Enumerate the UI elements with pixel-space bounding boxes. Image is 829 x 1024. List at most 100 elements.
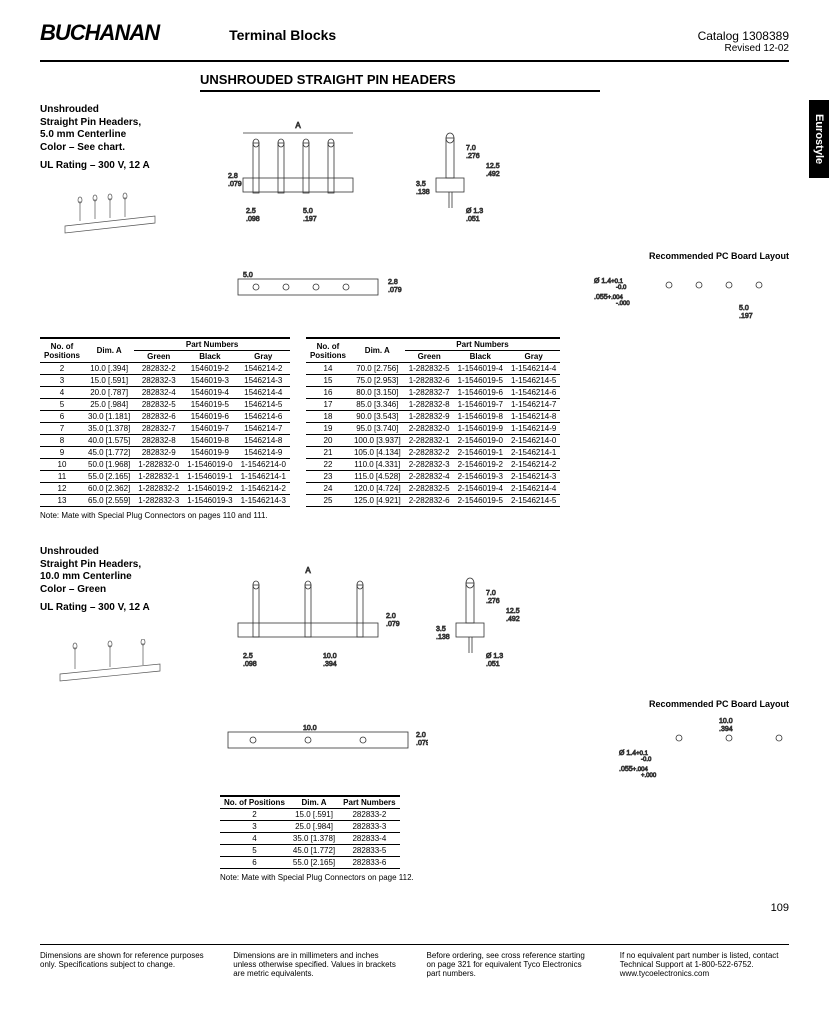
svg-text:A: A: [295, 121, 301, 130]
product-heading-2: Unshrouded Straight Pin Headers, 10.0 mm…: [40, 546, 190, 596]
table-row: 21105.0 [4.134]2-282832-22-1546019-12-15…: [306, 447, 560, 459]
table-row: 315.0 [.591]282832-31546019-31546214-3: [40, 375, 290, 387]
section2-row2: 10.0 2.0 .079 Recommended PC Board Layou…: [40, 699, 789, 785]
table-row: 1995.0 [3.740]2-282832-01-1546019-91-154…: [306, 423, 560, 435]
svg-text:2.0: 2.0: [386, 613, 396, 620]
table-row: 1365.0 [2.559]1-282832-31-1546019-31-154…: [40, 495, 290, 507]
side-view-diagram-2: 7.0 .276 12.5 .492 3.5 .138 Ø 1.3 .051: [426, 546, 546, 689]
table-row: 1890.0 [3.543]1-282832-91-1546019-81-154…: [306, 411, 560, 423]
svg-text:10.0: 10.0: [323, 653, 337, 660]
page-header: BUCHANAN Terminal Blocks Catalog 1308389…: [40, 20, 789, 62]
part-table-right: No. ofPositions Dim. A Part Numbers Gree…: [306, 337, 560, 507]
footer-col-2: Dimensions are in millimeters and inches…: [233, 951, 402, 978]
table-row: 655.0 [2.165]282833-6: [220, 857, 400, 869]
top-view-diagram-2: 10.0 2.0 .079: [208, 699, 428, 785]
ul-rating-2: UL Rating – 300 V, 12 A: [40, 602, 190, 613]
svg-text:.276: .276: [466, 153, 480, 160]
svg-text:.051: .051: [466, 216, 480, 223]
svg-text:2.5: 2.5: [243, 653, 253, 660]
svg-text:.492: .492: [506, 616, 520, 623]
svg-text:7.0: 7.0: [466, 145, 476, 152]
section-title: UNSHROUDED STRAIGHT PIN HEADERS: [200, 72, 600, 92]
pcb-layout: Recommended PC Board Layout Ø 1.4+0.1 -0…: [589, 251, 789, 327]
svg-text:12.5: 12.5: [506, 608, 520, 615]
tables-row-1: No. ofPositions Dim. A Part Numbers Gree…: [40, 337, 789, 507]
table-row: 1785.0 [3.346]1-282832-81-1546019-71-154…: [306, 399, 560, 411]
table-row: 1680.0 [3.150]1-282832-71-1546019-61-154…: [306, 387, 560, 399]
svg-text:2.8: 2.8: [388, 279, 398, 286]
svg-text:-0.0: -0.0: [616, 285, 627, 291]
svg-text:Ø 1.4+0.1: Ø 1.4+0.1: [594, 278, 624, 285]
svg-text:.098: .098: [243, 661, 257, 668]
svg-text:Ø 1.3: Ø 1.3: [486, 653, 503, 660]
svg-text:5.0: 5.0: [243, 272, 253, 279]
svg-text:2.0: 2.0: [416, 732, 426, 739]
svg-text:+.000: +.000: [641, 773, 657, 779]
svg-text:.276: .276: [486, 598, 500, 605]
svg-text:5.0: 5.0: [303, 208, 313, 215]
brand-logo: BUCHANAN: [40, 20, 159, 46]
table-row: 630.0 [1.181]282832-61546019-61546214-6: [40, 411, 290, 423]
table-row: 25125.0 [4.921]2-282832-62-1546019-52-15…: [306, 495, 560, 507]
svg-text:.098: .098: [246, 216, 260, 223]
svg-text:.079: .079: [228, 181, 242, 188]
side-tab: Eurostyle: [809, 100, 829, 178]
footer-col-3: Before ordering, see cross reference sta…: [427, 951, 596, 978]
svg-text:.079: .079: [386, 621, 400, 628]
svg-text:.138: .138: [416, 189, 430, 196]
table-row: 840.0 [1.575]282832-81546019-81546214-8: [40, 435, 290, 447]
svg-text:12.5: 12.5: [486, 163, 500, 170]
table-row: 420.0 [.787]282832-41546019-41546214-4: [40, 387, 290, 399]
svg-text:7.0: 7.0: [486, 590, 496, 597]
table-row: 435.0 [1.378]282833-4: [220, 833, 400, 845]
svg-text:5.0: 5.0: [739, 305, 749, 312]
table-row: 1575.0 [2.953]1-282832-61-1546019-51-154…: [306, 375, 560, 387]
page-number: 109: [40, 902, 789, 914]
svg-text:.079: .079: [416, 740, 428, 747]
footer-col-1: Dimensions are shown for reference purpo…: [40, 951, 209, 978]
section1-row2: 5.0 2.8 .079 Recommended PC Board Layout…: [40, 251, 789, 327]
table-row: 1260.0 [2.362]1-282832-21-1546019-21-154…: [40, 483, 290, 495]
front-view-diagram: A 2.8 .079 2.5 .098 5.0 .197: [208, 104, 388, 241]
table-row: 945.0 [1.772]282832-91546019-91546214-9: [40, 447, 290, 459]
svg-text:10.0: 10.0: [719, 718, 733, 725]
svg-text:10.0: 10.0: [303, 725, 317, 732]
table-row: 1470.0 [2.756]1-282832-51-1546019-41-154…: [306, 363, 560, 375]
table-row: 545.0 [1.772]282833-5: [220, 845, 400, 857]
table-row: 24120.0 [4.724]2-282832-52-1546019-42-15…: [306, 483, 560, 495]
svg-text:3.5: 3.5: [416, 181, 426, 188]
table-row: 210.0 [.394]282832-21546019-21546214-2: [40, 363, 290, 375]
ul-rating: UL Rating – 300 V, 12 A: [40, 160, 190, 171]
table-row: 215.0 [.591]282833-2: [220, 809, 400, 821]
section2-block: Unshrouded Straight Pin Headers, 10.0 mm…: [40, 546, 789, 689]
catalog-info: Catalog 1308389 Revised 12-02: [698, 29, 789, 54]
svg-text:.492: .492: [486, 171, 500, 178]
part-table-left: No. ofPositions Dim. A Part Numbers Gree…: [40, 337, 290, 507]
table-row: 1155.0 [2.165]1-282832-11-1546019-11-154…: [40, 471, 290, 483]
front-view-diagram-2: A 2.5 .098 10.0 .394 2.0 .079: [208, 546, 408, 689]
table-row: 1050.0 [1.968]1-282832-01-1546019-01-154…: [40, 459, 290, 471]
svg-text:.055+.004: .055+.004: [594, 294, 623, 301]
iso-view-icon: [40, 191, 190, 241]
top-view-diagram: 5.0 2.8 .079: [208, 251, 408, 327]
svg-text:Ø 1.3: Ø 1.3: [466, 208, 483, 215]
svg-text:.197: .197: [303, 216, 317, 223]
part-table-2: No. of Positions Dim. A Part Numbers 215…: [220, 795, 400, 869]
note-1: Note: Mate with Special Plug Connectors …: [40, 511, 789, 520]
svg-text:.051: .051: [486, 661, 500, 668]
section1-block: Unshrouded Straight Pin Headers, 5.0 mm …: [40, 104, 789, 241]
pcb-layout-2: Recommended PC Board Layout 10.0 .394 Ø …: [589, 699, 789, 785]
svg-text:3.5: 3.5: [436, 626, 446, 633]
side-view-diagram: 7.0 .276 12.5 .492 3.5 .138 Ø 1.3 .051: [406, 104, 526, 241]
table-row: 325.0 [.984]282833-3: [220, 821, 400, 833]
table-row: 20100.0 [3.937]2-282832-12-1546019-02-15…: [306, 435, 560, 447]
svg-text:.394: .394: [323, 661, 337, 668]
svg-text:.138: .138: [436, 634, 450, 641]
footer-col-4: If no equivalent part number is listed, …: [620, 951, 789, 978]
svg-text:Ø 1.4+0.1: Ø 1.4+0.1: [619, 750, 649, 757]
table-row: 23115.0 [4.528]2-282832-42-1546019-32-15…: [306, 471, 560, 483]
svg-text:2.8: 2.8: [228, 173, 238, 180]
iso-view-icon-2: [40, 639, 190, 689]
svg-text:.394: .394: [719, 726, 733, 733]
product-heading: Unshrouded Straight Pin Headers, 5.0 mm …: [40, 104, 190, 154]
